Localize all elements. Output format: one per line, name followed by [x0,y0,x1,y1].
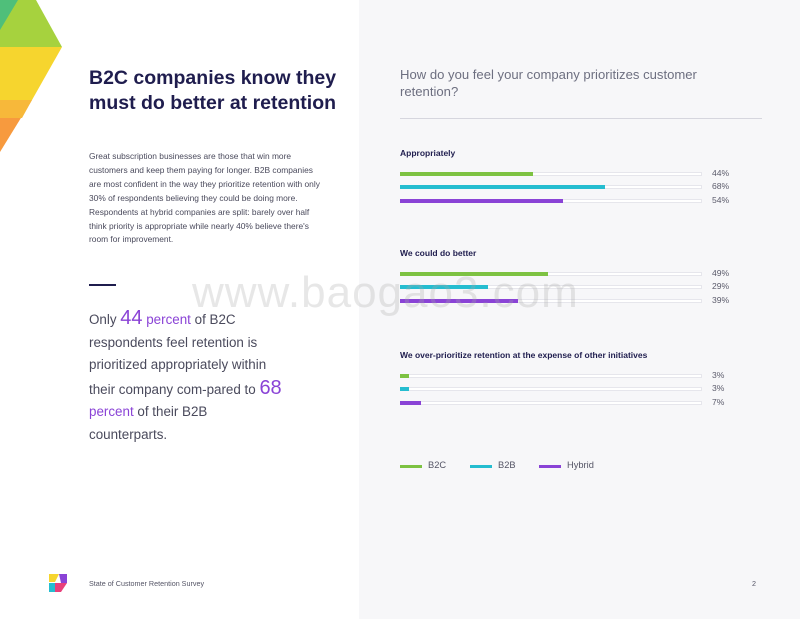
bar-b2b-3 [400,387,410,391]
pull-quote-percent-1: percent [142,312,191,327]
legend-swatch-b2c [400,465,422,468]
left-panel [0,0,359,619]
bar-b2c-3 [400,373,410,378]
bar-b2c-1 [400,171,533,176]
corner-decoration [0,0,62,152]
group-label-3: We over-prioritize retention at the expe… [400,350,648,360]
pull-quote-text-2: of B2C respondents feel retention is pri… [89,312,267,397]
bar-b2b-1 [400,185,606,189]
pull-quote-number-b2c: 44 [120,307,143,329]
bar-track [400,400,702,405]
value-label: 29% [712,281,730,291]
right-panel [359,0,800,619]
accent-rule [89,284,116,286]
legend-swatch-hybrid [539,465,561,468]
bar-hybrid-2 [400,298,518,303]
pull-quote-text-3: of their B2B counterparts. [89,404,208,442]
bar-hybrid-3 [400,400,422,405]
headline: B2C companies know they must do better a… [89,67,337,114]
legend-label-b2b: B2B [498,460,516,470]
pull-quote-number-b2b: 68 [259,376,282,399]
value-label: 39% [712,294,730,305]
footer-title: State of Customer Retention Survey [89,579,205,588]
value-label: 68% [712,181,730,191]
watermark: www.baogao3.com [192,268,579,317]
bar-b2c-2 [400,271,548,276]
body-text: Great subscription businesses are those … [89,151,320,245]
legend-label-hybrid: Hybrid [567,460,594,470]
chart-title: How do you feel your company prioritizes… [400,67,697,99]
group-label-2: We could do better [400,248,477,258]
value-label: 3% [712,369,725,380]
logo-icon [49,574,67,592]
value-label: 54% [712,194,730,205]
value-label: 7% [712,396,725,407]
legend-label-b2c: B2C [428,460,447,470]
legend-swatch-b2b [470,465,492,468]
value-label: 3% [712,383,725,393]
page-number: 2 [752,579,756,588]
pull-quote-percent-2: percent [89,404,134,419]
bar-hybrid-1 [400,198,564,203]
value-label: 44% [712,167,730,178]
title-divider [400,118,762,119]
bar-track [400,373,702,378]
bar-b2b-2 [400,285,488,289]
bar-track [400,387,702,391]
value-label: 49% [712,267,730,278]
pull-quote-text-1: Only [89,312,121,327]
group-label-1: Appropriately [400,148,456,158]
pull-quote: Only 44 percent of B2C respondents feel … [89,307,289,446]
